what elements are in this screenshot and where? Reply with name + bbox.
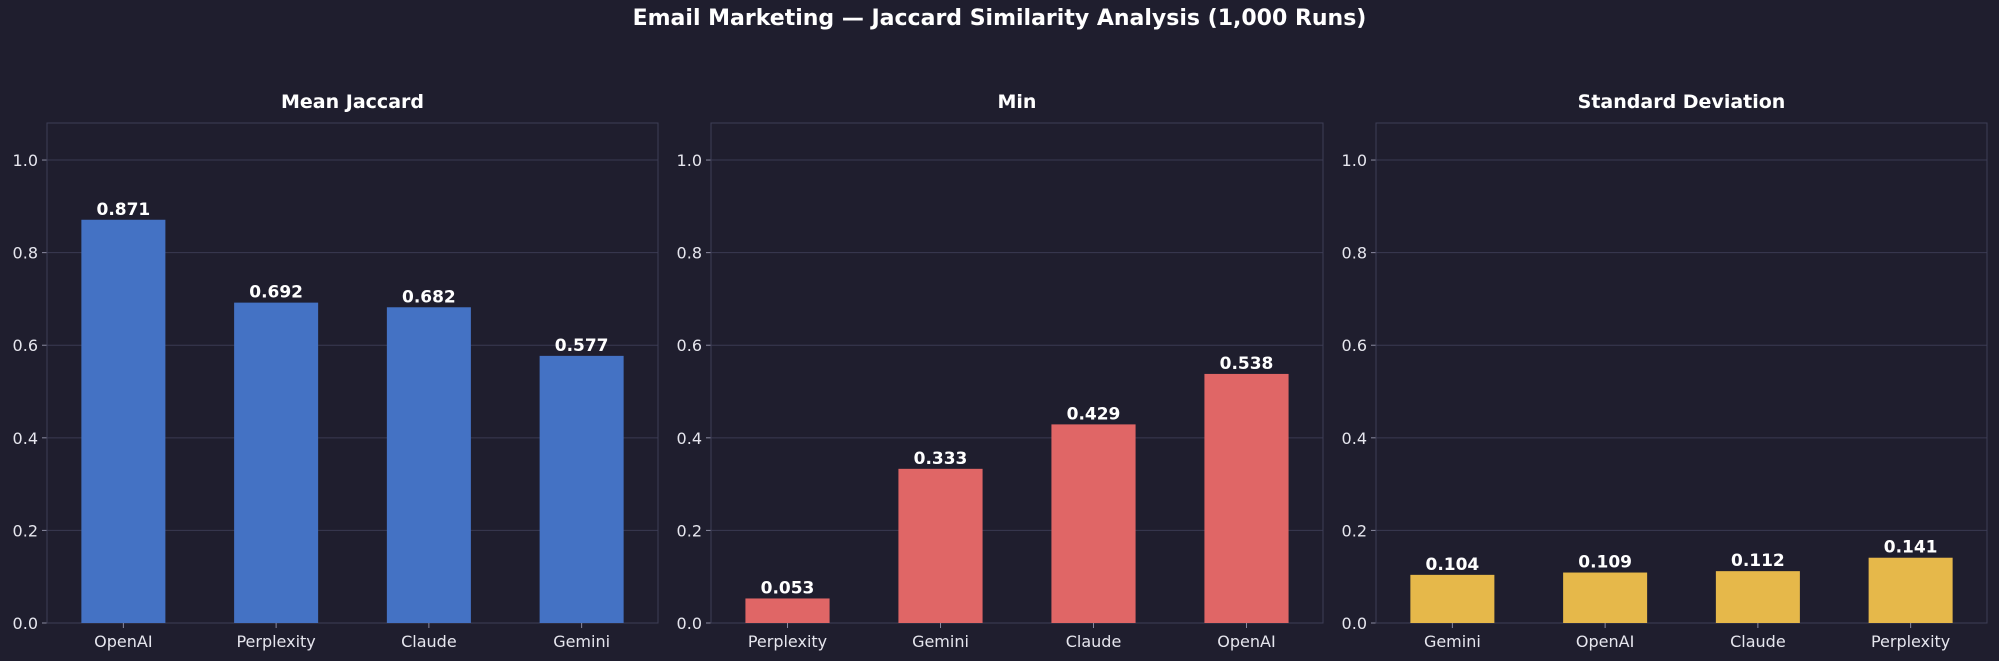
bar[interactable] <box>81 219 166 623</box>
x-tick-label: OpenAI <box>1217 632 1275 651</box>
y-tick-label: 0.8 <box>1342 244 1367 263</box>
y-tick-label: 0.4 <box>677 429 702 448</box>
data-label: 0.692 <box>249 283 303 303</box>
y-tick-label: 0.6 <box>13 336 38 355</box>
data-label: 0.112 <box>1731 551 1785 571</box>
y-tick-label: 0.0 <box>677 614 702 633</box>
plot-frame <box>710 122 1324 624</box>
y-tick-label: 0.6 <box>677 336 702 355</box>
data-label: 0.577 <box>555 336 609 356</box>
x-tick-label: Claude <box>1066 632 1122 651</box>
bar[interactable] <box>1868 557 1953 623</box>
bar[interactable] <box>1204 373 1289 623</box>
y-tick-label: 0.2 <box>677 521 702 540</box>
y-tick-label: 0.8 <box>13 244 38 263</box>
bar[interactable] <box>386 307 471 623</box>
y-tick-label: 0.4 <box>13 429 38 448</box>
data-label: 0.333 <box>914 449 968 469</box>
x-tick-label: Claude <box>1730 632 1786 651</box>
x-tick-label: OpenAI <box>94 632 152 651</box>
plot-frame <box>46 122 659 624</box>
bar[interactable] <box>234 302 319 623</box>
data-label: 0.871 <box>96 200 150 220</box>
bar[interactable] <box>1051 424 1136 623</box>
x-tick-label: Gemini <box>1424 632 1481 651</box>
data-label: 0.141 <box>1884 538 1938 558</box>
y-tick-label: 0.6 <box>1342 336 1367 355</box>
y-tick-label: 1.0 <box>13 151 38 170</box>
panel-title: Min <box>998 91 1037 113</box>
x-tick-label: OpenAI <box>1576 632 1634 651</box>
chart-panel: Standard Deviation 0.0 0.2 0.4 0.6 0.8 1.0 0.10… <box>1342 91 1988 651</box>
bar[interactable] <box>539 355 624 623</box>
x-tick-label: Gemini <box>912 632 969 651</box>
data-label: 0.682 <box>402 287 456 307</box>
panel-title: Mean Jaccard <box>281 91 424 113</box>
x-tick-label: Gemini <box>553 632 610 651</box>
chart-panel: Min 0.0 0.2 0.4 0.6 0.8 1.0 0.053 Perplexity 0.33… <box>677 91 1324 651</box>
y-tick-label: 1.0 <box>1342 151 1367 170</box>
x-tick-label: Claude <box>401 632 457 651</box>
y-tick-label: 0.2 <box>13 521 38 540</box>
data-label: 0.104 <box>1425 555 1479 575</box>
x-tick-label: Perplexity <box>1871 632 1950 651</box>
chart-panel: Mean Jaccard 0.0 0.2 0.4 0.6 0.8 1.0 0.871 OpenA… <box>13 91 659 651</box>
bar[interactable] <box>1563 572 1648 623</box>
y-tick-label: 0.8 <box>677 244 702 263</box>
y-tick-label: 0.0 <box>1342 614 1367 633</box>
y-tick-label: 1.0 <box>677 151 702 170</box>
data-label: 0.109 <box>1578 553 1632 573</box>
chart-title: Email Marketing — Jaccard Similarity Ana… <box>632 6 1367 31</box>
x-tick-label: Perplexity <box>236 632 315 651</box>
data-label: 0.538 <box>1220 354 1274 374</box>
bar[interactable] <box>1715 571 1800 623</box>
panel-title: Standard Deviation <box>1578 91 1786 113</box>
x-tick-label: Perplexity <box>748 632 827 651</box>
data-label: 0.429 <box>1067 404 1121 424</box>
y-tick-label: 0.0 <box>13 614 38 633</box>
bar[interactable] <box>745 598 830 623</box>
y-tick-label: 0.2 <box>1342 521 1367 540</box>
bar[interactable] <box>898 468 983 623</box>
plot-frame <box>1375 122 1988 624</box>
bar[interactable] <box>1410 574 1495 623</box>
data-label: 0.053 <box>761 578 815 598</box>
y-tick-label: 0.4 <box>1342 429 1367 448</box>
